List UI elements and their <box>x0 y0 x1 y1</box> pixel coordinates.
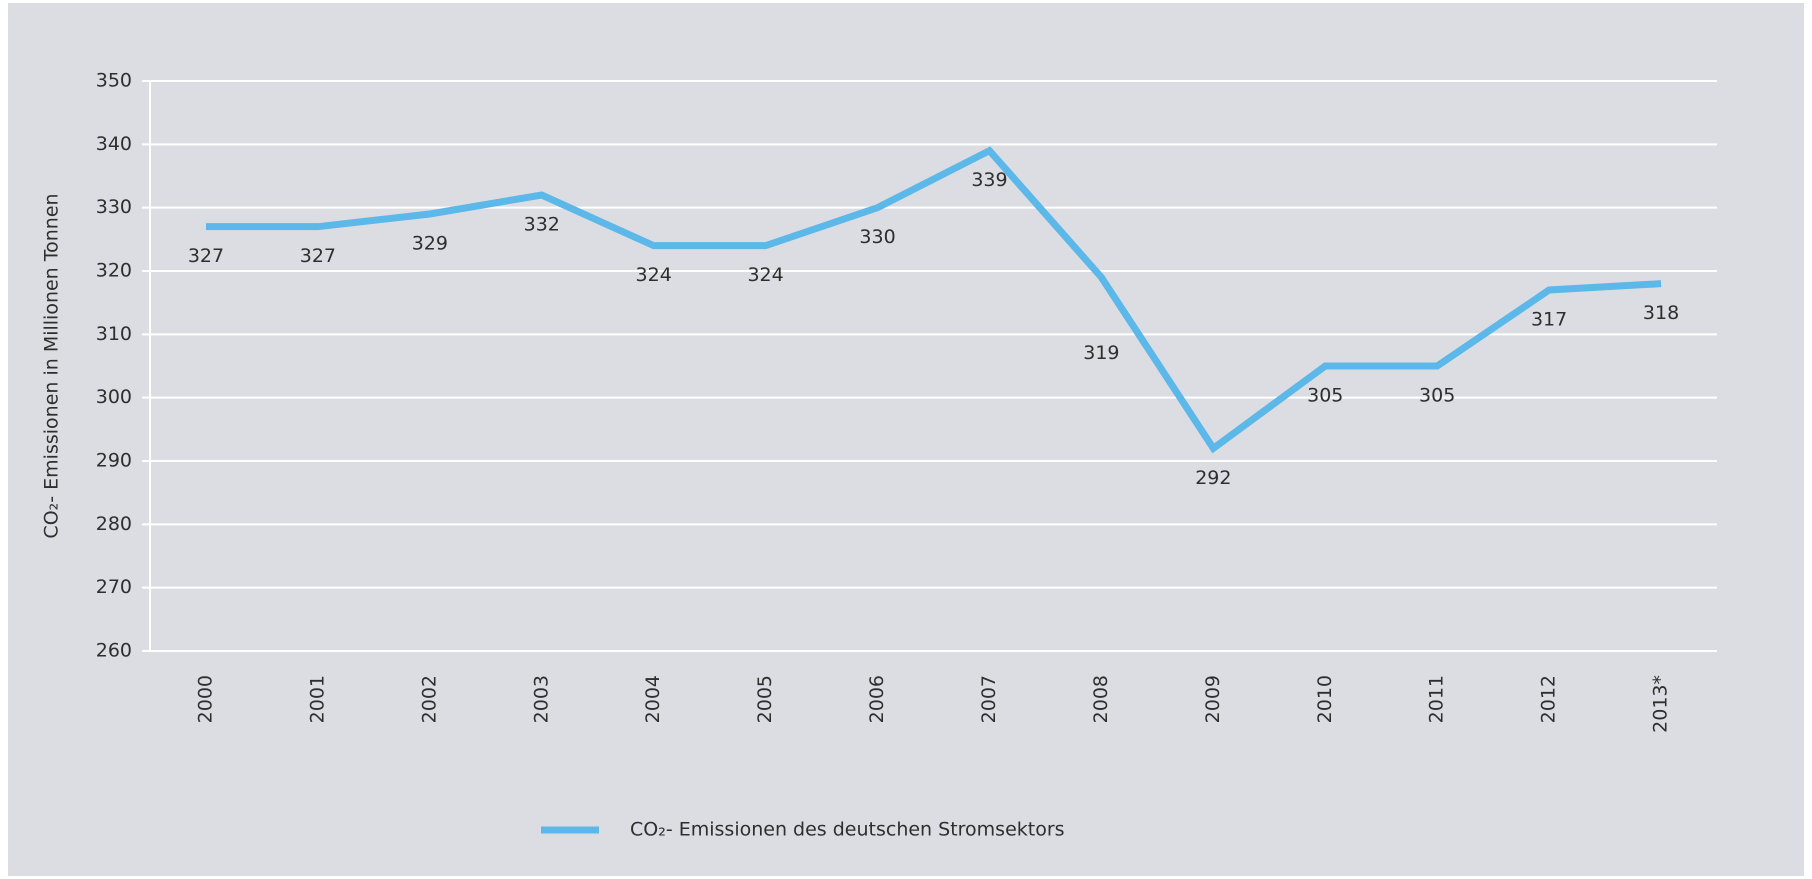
data-label: 319 <box>1083 342 1119 364</box>
data-label: 339 <box>971 169 1007 191</box>
y-tick-label: 320 <box>96 260 132 282</box>
y-tick-label: 310 <box>96 323 132 345</box>
x-tick-label: 2007 <box>978 675 1000 723</box>
data-label: 305 <box>1419 385 1455 407</box>
x-tick-label: 2005 <box>754 675 776 723</box>
x-tick-label: 2013* <box>1650 675 1672 733</box>
data-line <box>205 146 1662 454</box>
data-label: 324 <box>747 264 783 286</box>
y-tick-label: 330 <box>96 196 132 218</box>
data-label: 318 <box>1643 302 1679 324</box>
x-tick-label: 2000 <box>194 675 216 723</box>
data-label: 327 <box>300 245 336 267</box>
y-tick-label: 300 <box>96 386 132 408</box>
data-label: 292 <box>1195 467 1231 489</box>
y-tick-label: 280 <box>96 513 132 535</box>
x-tick-label: 2006 <box>866 675 888 723</box>
data-label: 329 <box>412 233 448 255</box>
data-label: 324 <box>636 264 672 286</box>
x-tick-label: 2008 <box>1090 675 1112 723</box>
y-tick-label: 290 <box>96 450 132 472</box>
x-tick-label: 2002 <box>418 675 440 723</box>
x-tick-label: 2009 <box>1202 675 1224 723</box>
data-label: 330 <box>859 226 895 248</box>
data-label: 327 <box>188 245 224 267</box>
data-label: 305 <box>1307 385 1343 407</box>
x-tick-label: 2004 <box>642 675 664 723</box>
data-label: 332 <box>524 214 560 236</box>
x-tick-label: 2011 <box>1426 675 1448 723</box>
y-axis-label: CO₂- Emissionen in Millionen Tonnen <box>41 193 63 538</box>
legend-label: CO₂- Emissionen des deutschen Stromsekto… <box>630 819 1065 841</box>
y-tick-label: 350 <box>96 70 132 92</box>
y-tick-label: 260 <box>96 640 132 662</box>
data-label: 317 <box>1531 309 1567 331</box>
x-tick-label: 2003 <box>530 675 552 723</box>
x-tick-label: 2010 <box>1314 675 1336 723</box>
x-tick-label: 2012 <box>1538 675 1560 723</box>
y-tick-label: 340 <box>96 133 132 155</box>
x-tick-label: 2001 <box>306 675 328 723</box>
background <box>8 3 1804 876</box>
y-tick-label: 270 <box>96 576 132 598</box>
